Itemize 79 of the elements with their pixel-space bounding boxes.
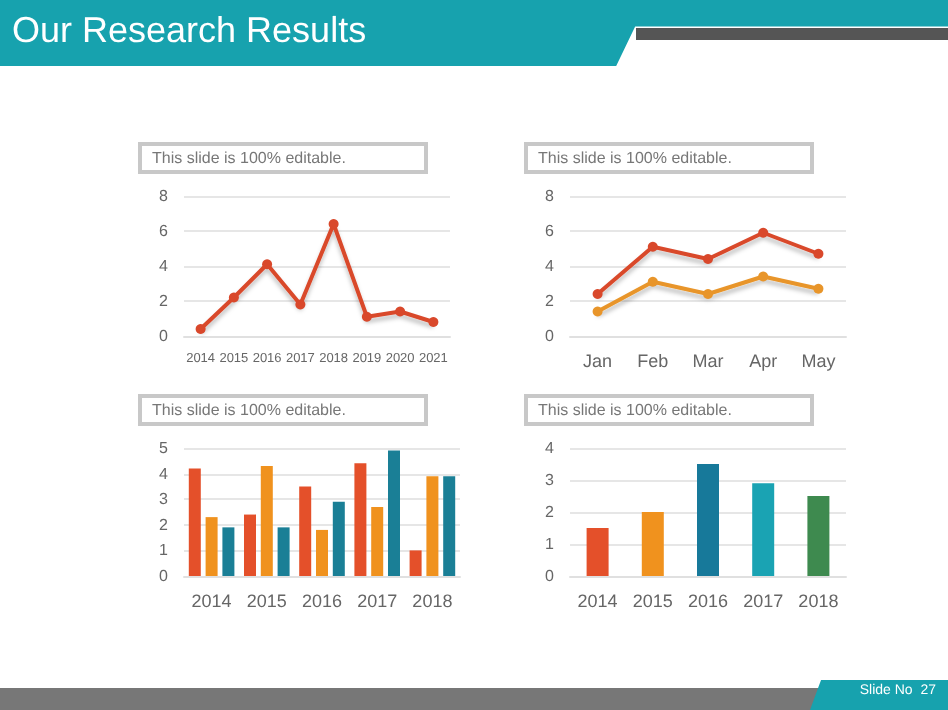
point <box>395 306 406 317</box>
y-tick-label: 0 <box>545 327 556 345</box>
y-tick-label: 0 <box>159 327 170 345</box>
bar <box>299 486 312 576</box>
y-tick-label: 4 <box>159 464 170 483</box>
bar <box>443 476 456 576</box>
point <box>295 299 306 310</box>
bar <box>371 506 384 576</box>
x-tick-label: Apr <box>749 351 778 371</box>
y-tick-label: 1 <box>159 541 170 560</box>
point <box>758 227 769 238</box>
chart-title: Our Research Results <box>12 10 367 52</box>
point <box>228 292 239 303</box>
point <box>703 289 713 299</box>
x-tick-label: 2018 <box>798 591 839 611</box>
point <box>328 219 339 229</box>
y-tick-label: 8 <box>545 187 556 205</box>
x-tick-label: 2016 <box>301 591 343 611</box>
bar <box>244 514 256 576</box>
x-tick-label: 2015 <box>246 591 287 611</box>
chart-subtitle: This slide is 100% editable. <box>538 401 732 419</box>
x-tick-label: 2014 <box>577 591 618 611</box>
y-tick-label: 2 <box>545 503 556 521</box>
y-tick-label: 4 <box>545 257 556 275</box>
point <box>195 324 206 334</box>
y-tick-label: 1 <box>545 535 556 553</box>
point <box>592 289 603 299</box>
y-tick-label: 2 <box>545 292 556 310</box>
y-tick-label: 3 <box>159 490 170 509</box>
y-tick-label: 2 <box>159 292 170 310</box>
bar <box>260 465 273 576</box>
x-tick-label: 2016 <box>687 591 729 611</box>
x-tick-label: Mar <box>692 351 724 371</box>
point <box>758 271 769 282</box>
point <box>703 254 713 264</box>
bar <box>388 450 400 576</box>
point <box>428 317 439 327</box>
x-tick-label: 2014 <box>191 591 232 611</box>
bar <box>188 468 201 576</box>
y-tick-label: 6 <box>545 222 556 240</box>
x-tick-label: 2015 <box>632 591 673 611</box>
y-tick-label: 4 <box>545 439 556 457</box>
y-tick-label: 6 <box>159 222 170 240</box>
x-tick-label: Jan <box>583 351 613 371</box>
y-tick-label: 4 <box>159 257 170 275</box>
point <box>813 248 824 259</box>
bar <box>316 529 328 576</box>
x-tick-label: May <box>801 351 837 371</box>
point <box>647 276 658 287</box>
y-tick-label: 0 <box>545 567 556 585</box>
chart-subtitle: This slide is 100% editable. <box>538 149 732 167</box>
bar <box>641 512 664 576</box>
bar <box>586 528 609 576</box>
y-tick-label: 8 <box>159 187 170 205</box>
bar <box>409 550 422 576</box>
bar <box>277 527 290 576</box>
y-tick-label: 0 <box>159 567 170 585</box>
y-tick-label: 3 <box>545 471 556 489</box>
bar <box>205 517 218 576</box>
point <box>262 259 273 270</box>
y-tick-label: 2 <box>159 515 170 534</box>
bar <box>332 501 345 576</box>
y-tick-label: 5 <box>159 439 170 457</box>
bar <box>697 464 719 576</box>
bar <box>426 476 439 576</box>
bar <box>222 527 235 576</box>
point <box>592 306 603 317</box>
point <box>813 283 824 294</box>
chart-subtitle: This slide is 100% editable. <box>152 401 346 419</box>
x-tick-label: 2018 <box>412 591 453 611</box>
x-tick-label: Feb <box>637 351 669 371</box>
point <box>647 241 658 252</box>
point <box>361 311 372 322</box>
x-tick-label: 2017 <box>357 591 398 611</box>
x-tick-label: 2017 <box>743 591 784 611</box>
chart-subtitle: This slide is 100% editable. <box>152 149 346 167</box>
bar <box>752 483 775 576</box>
bar <box>807 496 830 576</box>
bar <box>354 463 367 576</box>
